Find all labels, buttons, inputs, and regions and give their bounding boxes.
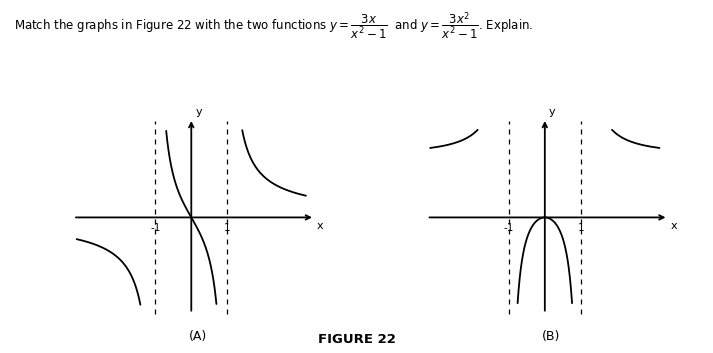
Text: -1: -1: [504, 223, 514, 233]
Text: 1: 1: [224, 223, 230, 233]
Text: FIGURE 22: FIGURE 22: [317, 333, 396, 346]
Text: y: y: [549, 107, 555, 117]
Text: (A): (A): [188, 330, 207, 343]
Text: Match the graphs in Figure 22 with the two functions $y = \dfrac{3x}{x^2-1}$  an: Match the graphs in Figure 22 with the t…: [14, 11, 533, 42]
Text: x: x: [670, 221, 677, 231]
Text: x: x: [317, 221, 323, 231]
Text: -1: -1: [150, 223, 160, 233]
Text: (B): (B): [542, 330, 560, 343]
Text: 1: 1: [578, 223, 584, 233]
Text: y: y: [195, 107, 202, 117]
